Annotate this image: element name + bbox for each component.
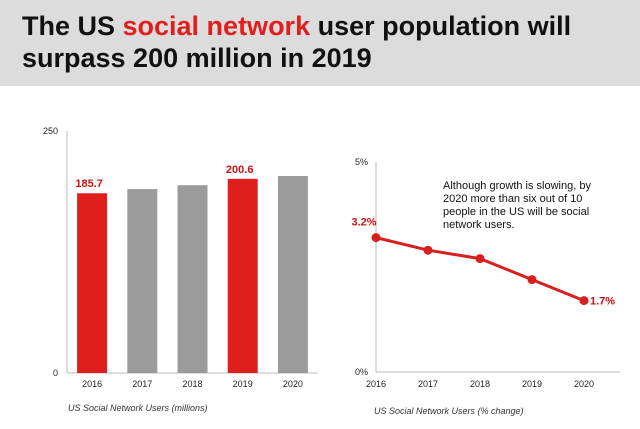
- line-x-tick-label: 2018: [470, 379, 490, 389]
- bar-y-tick-label: 0: [53, 368, 58, 378]
- line-point-2016: [371, 233, 381, 243]
- line-point-2017: [423, 245, 433, 255]
- title-part-2: user population will surpass 200 million…: [22, 11, 572, 73]
- line-y-tick-label: 0%: [355, 367, 368, 377]
- title-part-1: The US: [22, 11, 123, 41]
- header-banner: [0, 0, 640, 86]
- line-x-tick-label: 2017: [418, 379, 438, 389]
- line-x-tick-label: 2016: [366, 379, 386, 389]
- bar-x-tick-label: 2017: [132, 379, 152, 389]
- bar-2020: [277, 176, 308, 373]
- bar-y-tick-label: 250: [43, 126, 58, 136]
- bar-x-tick-label: 2018: [182, 379, 202, 389]
- bar-data-label: 200.6: [226, 164, 254, 176]
- line-chart: 0% 5% 2016 2017 2018 2019 2020 3.2% 1.7% US So…: [351, 157, 620, 416]
- line-point-2020: [579, 296, 589, 306]
- line-series: [375, 236, 585, 302]
- bar-x-tick-label: 2016: [82, 379, 102, 389]
- bar-2016: [77, 193, 108, 373]
- line-x-tick-label: 2020: [574, 379, 594, 389]
- line-x-tick-label: 2019: [522, 379, 542, 389]
- line-data-label: 1.7%: [590, 296, 615, 308]
- growth-note: Although growth is slowing, by 2020 more…: [443, 180, 591, 231]
- bar-x-tick-label: 2020: [283, 379, 303, 389]
- bar-chart: 0 250 2016 2017 2018 2019 2020 185.7 200.6 US …: [43, 126, 318, 413]
- bar-x-tick-label: 2019: [233, 379, 253, 389]
- line-data-label: 3.2%: [351, 217, 376, 229]
- bar-data-label: 185.7: [75, 178, 103, 190]
- title-highlight: social network: [122, 11, 311, 41]
- line-y-tick-label: 5%: [355, 157, 368, 167]
- bar-chart-caption: US Social Network Users (millions): [68, 403, 208, 413]
- line-point-2018: [475, 254, 485, 264]
- line-point-2019: [527, 275, 537, 285]
- page-title: The US social network user population wi…: [22, 10, 622, 74]
- line-chart-caption: US Social Network Users (% change): [374, 406, 524, 416]
- bar-2017: [127, 189, 158, 373]
- bar-2019: [227, 178, 258, 373]
- bar-2018: [177, 185, 208, 373]
